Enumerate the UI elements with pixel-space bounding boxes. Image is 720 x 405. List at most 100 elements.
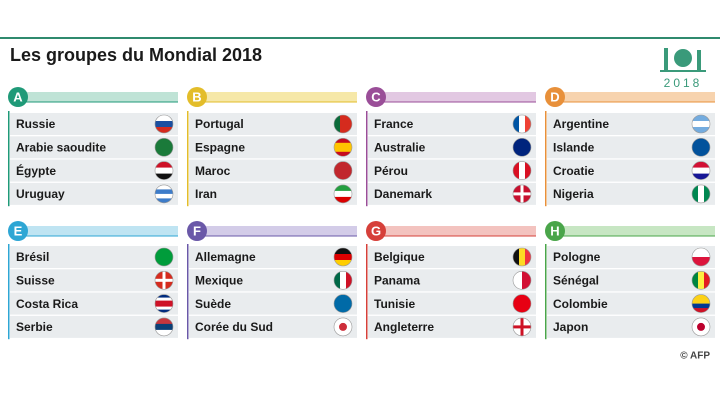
flag-cross — [513, 192, 531, 196]
flag — [155, 317, 173, 336]
flag — [155, 294, 173, 313]
flag-border — [691, 184, 711, 204]
flag-stripe — [704, 184, 710, 203]
team-row — [368, 246, 536, 268]
group-badge — [187, 87, 207, 107]
flag-stripe — [525, 248, 531, 266]
group-edge — [366, 111, 368, 207]
flag-stripe — [155, 161, 173, 168]
flag-stripe — [334, 151, 352, 157]
flag-border — [154, 184, 174, 204]
team-name: Maroc — [195, 164, 231, 178]
logo-dome — [674, 49, 692, 67]
team-row — [189, 246, 357, 268]
flag-border — [512, 114, 532, 134]
flag-border — [512, 294, 532, 313]
flag-stripe — [334, 294, 352, 313]
flag-border — [691, 317, 711, 337]
flag-border — [691, 138, 711, 157]
team-row — [368, 315, 536, 338]
group-band — [197, 92, 357, 102]
flag-stripe — [522, 271, 531, 290]
flag-stripe — [334, 254, 352, 261]
flag-stripe — [519, 161, 526, 180]
flag-stripe — [155, 189, 173, 195]
team-row — [10, 136, 178, 159]
team-name: Suisse — [16, 273, 55, 287]
team-name: Corée du Sud — [195, 320, 273, 334]
team-row — [189, 269, 357, 292]
flag-border — [154, 294, 174, 313]
group: E Brésil Suisse Costa Rica Serbie — [8, 221, 178, 340]
flag — [155, 115, 173, 133]
flag — [334, 248, 352, 266]
flag — [692, 161, 710, 180]
team-row — [10, 269, 178, 292]
flag-stripe — [334, 115, 341, 133]
flag-stripe — [334, 196, 352, 203]
group: B Portugal Espagne Maroc Iran — [187, 87, 357, 207]
group-letter: G — [371, 223, 381, 238]
flag-border — [333, 294, 353, 313]
flag-stripe — [155, 309, 173, 313]
team-name: Russie — [16, 117, 56, 131]
flag-stripe — [155, 167, 173, 174]
flag — [334, 115, 352, 133]
flag-border — [512, 161, 532, 180]
team-name: Pérou — [374, 164, 408, 178]
flag — [692, 184, 710, 203]
team-row — [547, 159, 715, 182]
group-letter: F — [193, 223, 201, 238]
flag — [155, 248, 173, 266]
flag-stripe — [340, 115, 347, 133]
team-name: Costa Rica — [16, 297, 78, 311]
group-edge — [187, 111, 189, 207]
flag-stripe — [155, 248, 173, 266]
team-row — [189, 159, 357, 182]
logo-tower — [697, 50, 701, 70]
flag-stripe — [692, 248, 710, 258]
flag-border — [333, 270, 353, 290]
group-badge — [187, 221, 207, 241]
group-letter: H — [550, 223, 559, 238]
flag-cross — [513, 325, 531, 329]
group-badge — [366, 221, 386, 241]
group: F Allemagne Mexique Suède Corée du Sud — [187, 221, 357, 340]
flag-stripe — [698, 184, 705, 203]
team-row — [547, 292, 715, 315]
flag-stripe — [692, 138, 710, 157]
flag-stripe — [334, 248, 352, 255]
flag-stripe — [155, 297, 173, 301]
flag-stripe — [698, 271, 705, 290]
team-row — [368, 136, 536, 159]
flag-stripe — [334, 147, 352, 153]
flag-stripe — [155, 300, 173, 304]
flag-stripe — [525, 115, 531, 133]
flag-stripe — [692, 303, 710, 309]
flag-stripe — [155, 317, 173, 325]
flag-border — [154, 114, 174, 134]
group-edge — [545, 244, 547, 340]
flag-border — [691, 247, 711, 267]
flag-stripe — [155, 303, 173, 307]
team-row — [368, 182, 536, 205]
team-name: Belgique — [374, 250, 425, 264]
group-band — [18, 226, 178, 236]
flag-stripe — [155, 193, 173, 199]
group-band — [555, 92, 715, 102]
flag-border — [333, 114, 353, 134]
flag-border — [154, 247, 174, 267]
team-name: Mexique — [195, 273, 243, 287]
group-badge — [8, 87, 28, 107]
team-name: France — [374, 117, 414, 131]
team-name: Iran — [195, 187, 217, 201]
group-edge — [366, 244, 368, 340]
flag-border — [154, 270, 174, 290]
team-row — [189, 113, 357, 135]
flag-stripe — [334, 260, 352, 266]
flag — [513, 294, 531, 313]
team-row — [189, 292, 357, 315]
flag-stripe — [692, 294, 710, 300]
flag-stripe — [334, 161, 352, 180]
team-name: Sénégal — [553, 273, 599, 287]
